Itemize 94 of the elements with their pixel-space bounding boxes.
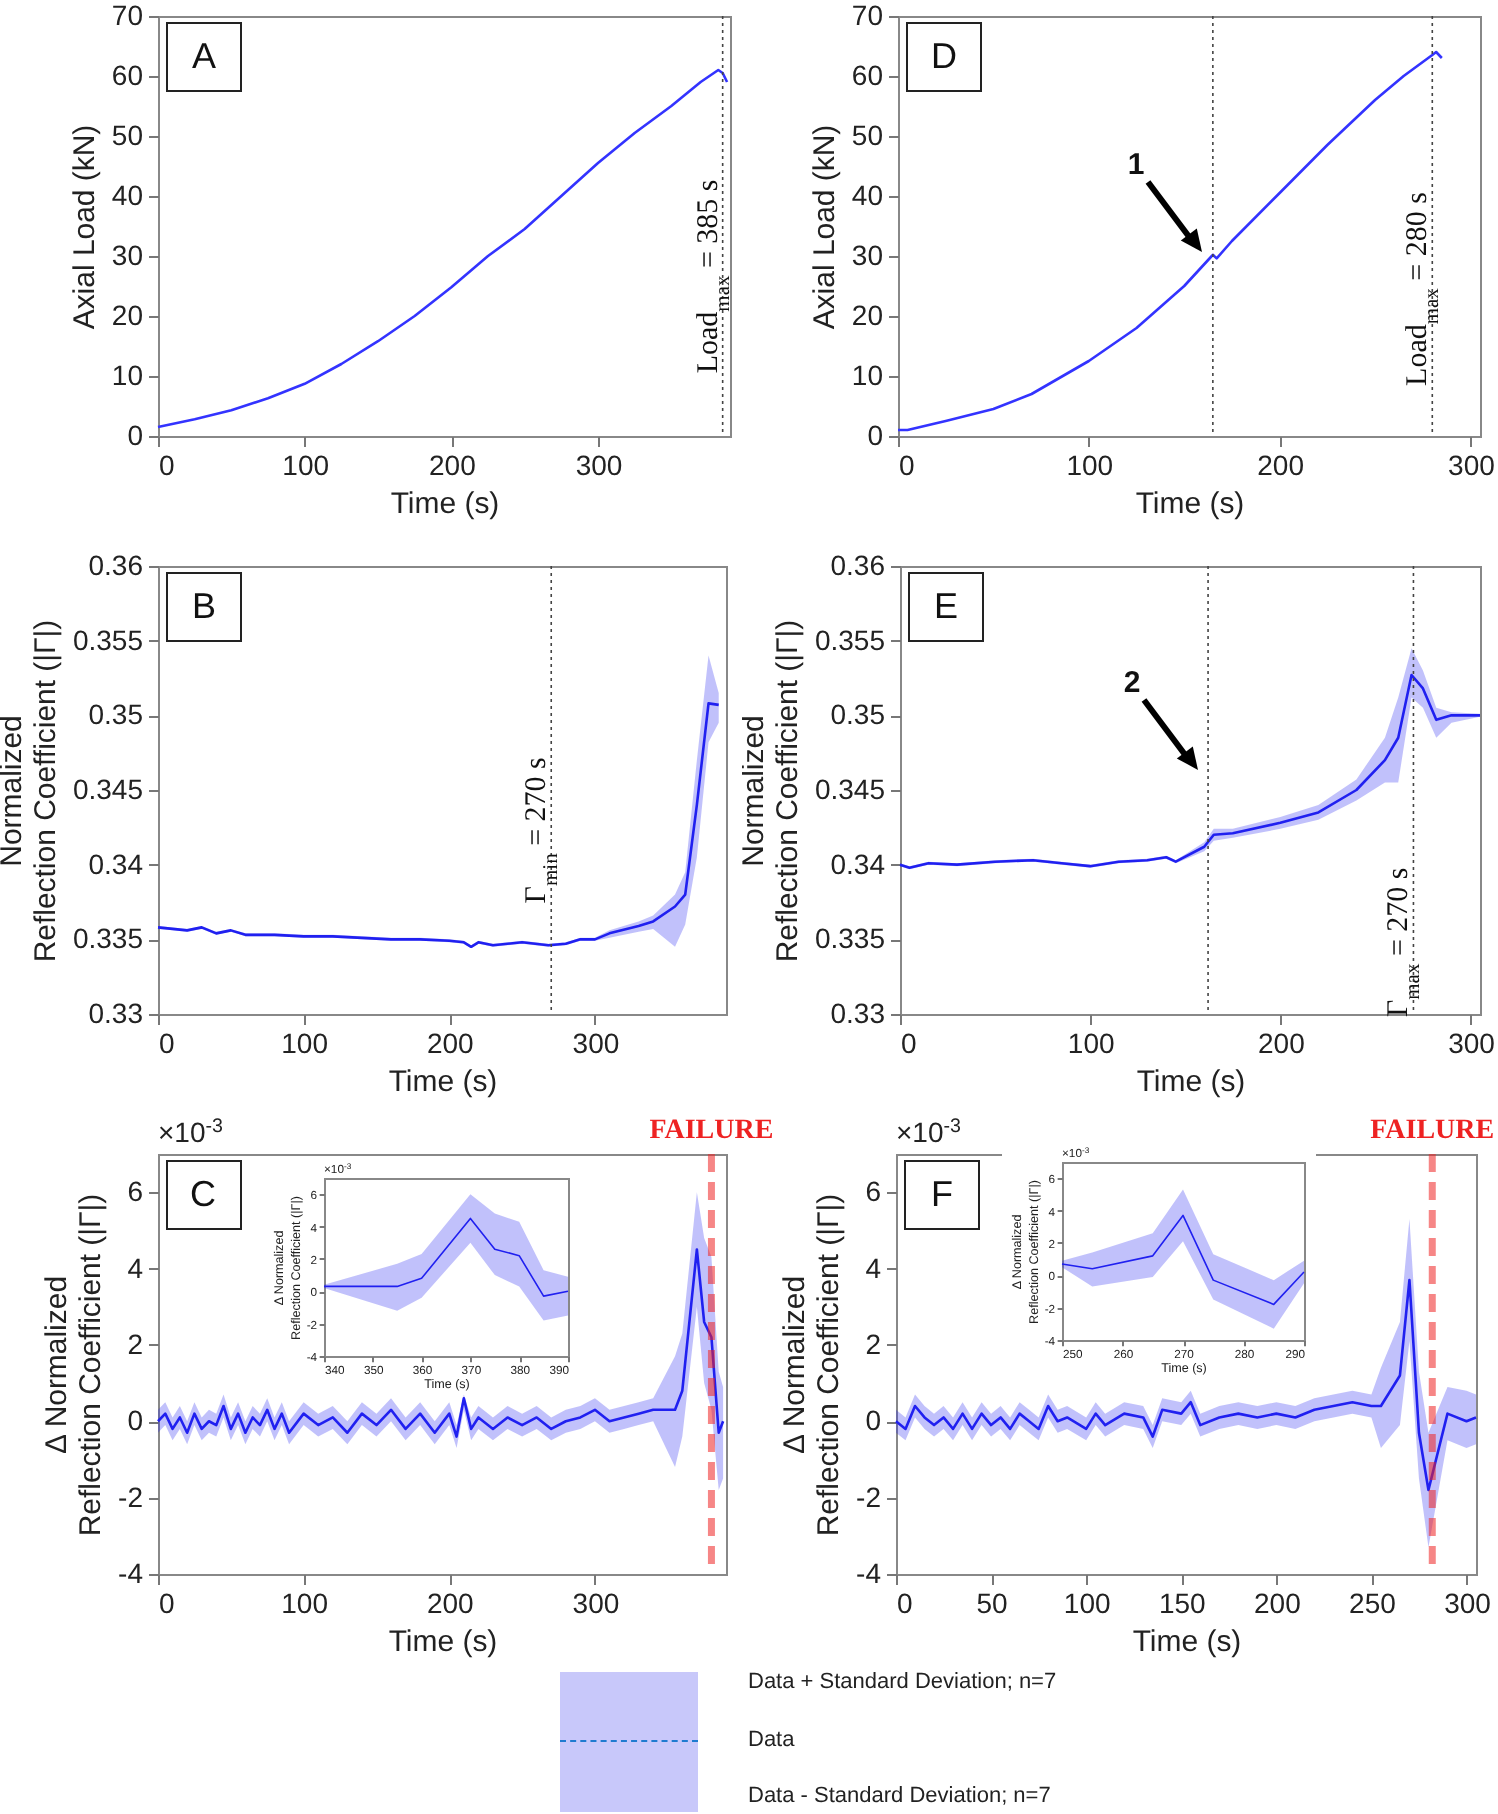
annotation: 2 (1123, 666, 1141, 701)
x-tick-label: 300 (571, 1587, 619, 1619)
y-axis-title: Δ Normalized Reflection Coefficient (|Γ|) (778, 1193, 847, 1537)
line-series (156, 702, 721, 949)
y-tick-label: 0.35 (88, 699, 144, 732)
x-axis-title: Time (s) (388, 1065, 498, 1100)
x-tick-label: 100 (280, 1587, 328, 1619)
line-series (323, 1217, 569, 1297)
x-tick-label: 100 (1066, 448, 1114, 481)
y-tick-label: -2 (856, 1480, 882, 1513)
y-tick-label: 0.34 (830, 848, 886, 881)
y-tick-label: 0.345 (814, 773, 886, 806)
x-tick-label: 200 (426, 1027, 475, 1060)
x-tick-label: 200 (1257, 1027, 1306, 1060)
x-tick-label: 100 (1063, 1587, 1111, 1619)
y-tick-label: 0.36 (88, 549, 144, 582)
x-tick-label: 0 (159, 448, 175, 481)
y-tick-label: 70 (111, 0, 144, 31)
y-axis-title: Axial Load (kN) (807, 124, 842, 329)
text: Data (748, 1726, 795, 1754)
x-axis-title: Time (s) (1132, 1625, 1242, 1659)
y-tick-label: 70 (851, 0, 884, 31)
x-tick-label: 200 (428, 448, 477, 481)
text: ×10$^{-3}$ (896, 1115, 963, 1148)
x-axis-title: Time (s) (1136, 1065, 1246, 1100)
line-series (156, 68, 729, 428)
y-tick-label: 0 (126, 1404, 143, 1437)
text: ×10$^{-3}$ (157, 1115, 224, 1148)
x-tick-label: 250 (1349, 1587, 1397, 1619)
x-axis-title: Time (s) (390, 486, 500, 521)
y-tick-label: 0.335 (814, 923, 886, 956)
y-tick-label: 0.34 (88, 848, 144, 881)
y-tick-label: 20 (111, 298, 144, 331)
x-tick-label: 50 (976, 1587, 1009, 1619)
y-tick-label: 10 (111, 358, 144, 391)
y-tick-label: 30 (851, 238, 884, 271)
text: Data - Standard Deviation; n=7 (748, 1782, 1051, 1810)
annotation: 1 (1127, 147, 1145, 182)
ref-line-label: FAILURE (648, 1116, 773, 1146)
y-tick-label: -4 (856, 1557, 882, 1589)
x-tick-label: 0 (901, 1027, 917, 1060)
y-tick-label: 0.33 (88, 997, 144, 1030)
ref-line-label: FAILURE (1370, 1116, 1495, 1146)
y-tick-label: 4 (126, 1251, 143, 1284)
x-tick-label: 200 (1253, 1587, 1302, 1619)
y-tick-label: 20 (851, 298, 884, 331)
x-axis-title: Time (s) (1135, 486, 1245, 521)
y-tick-label: 0.36 (830, 549, 886, 582)
y-tick-label: 0 (867, 418, 884, 451)
y-tick-label: 10 (851, 358, 884, 391)
x-tick-label: 100 (281, 1027, 329, 1060)
x-tick-label: 300 (572, 1027, 620, 1060)
line-series (1061, 1214, 1305, 1306)
y-tick-label: 0.355 (814, 624, 886, 657)
x-axis-title: Time (s) (387, 1625, 497, 1659)
y-tick-label: 2 (865, 1327, 882, 1360)
x-tick-label: 300 (575, 448, 623, 481)
text: Data + Standard Deviation; n=7 (748, 1668, 1057, 1696)
y-tick-label: 50 (111, 118, 144, 151)
y-tick-label: 0.335 (72, 923, 144, 956)
y-tick-label: 0 (127, 418, 144, 451)
y-tick-label: 6 (126, 1175, 143, 1208)
y-axis-title: Normalized Reflection Coefficient (|Γ|) (736, 620, 805, 964)
y-axis-title: Normalized Reflection Coefficient (|Γ|) (0, 620, 63, 964)
y-tick-label: 0 (865, 1404, 882, 1437)
x-tick-label: 300 (1448, 1027, 1496, 1060)
x-tick-label: 200 (1257, 448, 1305, 481)
x-tick-label: 100 (1067, 1027, 1115, 1060)
x-tick-label: 0 (159, 1027, 175, 1060)
y-tick-label: 60 (851, 58, 884, 91)
y-tick-label: 6 (865, 1175, 882, 1208)
y-tick-label: 0.35 (830, 699, 886, 732)
y-tick-label: 0.33 (830, 997, 886, 1030)
x-tick-label: 0 (158, 1587, 174, 1619)
x-tick-label: 0 (899, 448, 915, 481)
x-tick-label: 200 (425, 1587, 474, 1619)
x-tick-label: 100 (282, 448, 330, 481)
y-tick-label: -4 (117, 1557, 143, 1589)
y-tick-label: 40 (851, 178, 884, 211)
y-tick-label: 50 (851, 118, 884, 151)
y-tick-label: 2 (126, 1327, 143, 1360)
y-axis-title: Δ Normalized Reflection Coefficient (|Γ|) (39, 1193, 108, 1537)
y-tick-label: 30 (111, 238, 144, 271)
x-tick-label: 0 (897, 1587, 913, 1619)
y-tick-label: 40 (111, 178, 144, 211)
x-tick-label: 300 (1444, 1587, 1492, 1619)
x-tick-label: 300 (1448, 448, 1496, 481)
y-tick-label: 0.345 (72, 773, 144, 806)
y-axis-title: Axial Load (kN) (67, 124, 102, 329)
y-tick-label: 0.355 (72, 624, 144, 657)
x-tick-label: 150 (1158, 1587, 1207, 1619)
y-tick-label: 4 (865, 1251, 882, 1284)
y-tick-label: 60 (111, 58, 144, 91)
y-tick-label: -2 (117, 1480, 143, 1513)
